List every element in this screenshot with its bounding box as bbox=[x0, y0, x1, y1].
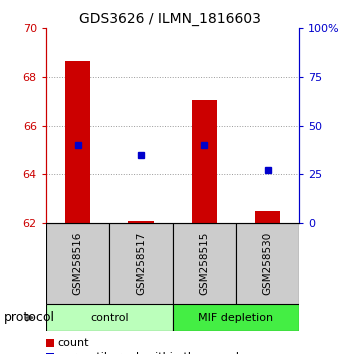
Text: control: control bbox=[90, 313, 129, 323]
Text: GSM258516: GSM258516 bbox=[72, 232, 83, 296]
Bar bbox=[65, 61, 90, 223]
Text: GSM258517: GSM258517 bbox=[136, 232, 146, 296]
Bar bbox=[191, 100, 217, 223]
Bar bbox=[173, 223, 236, 304]
Text: count: count bbox=[58, 338, 89, 348]
Text: MIF depletion: MIF depletion bbox=[198, 313, 273, 323]
Text: percentile rank within the sample: percentile rank within the sample bbox=[58, 352, 246, 354]
Text: GSM258530: GSM258530 bbox=[262, 232, 273, 295]
Bar bbox=[46, 223, 109, 304]
Text: protocol: protocol bbox=[3, 311, 54, 324]
Text: GDS3626 / ILMN_1816603: GDS3626 / ILMN_1816603 bbox=[79, 12, 261, 27]
Bar bbox=[236, 223, 299, 304]
Bar bbox=[128, 221, 154, 223]
Bar bbox=[46, 304, 173, 331]
Bar bbox=[255, 211, 280, 223]
Text: GSM258515: GSM258515 bbox=[199, 232, 209, 296]
Bar bbox=[109, 223, 172, 304]
Bar bbox=[173, 304, 299, 331]
